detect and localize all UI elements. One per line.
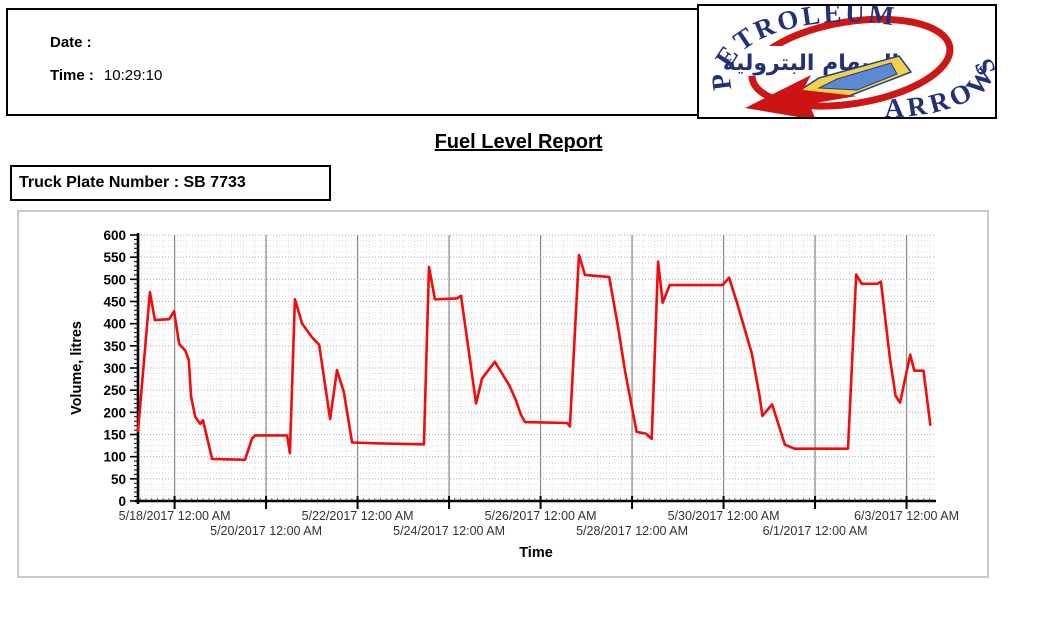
svg-text:5/20/2017 12:00 AM: 5/20/2017 12:00 AM	[210, 524, 322, 538]
time-label: Time :	[50, 67, 94, 84]
time-row: Time : 10:29:10	[50, 67, 162, 84]
svg-text:150: 150	[103, 428, 126, 443]
svg-text:5/18/2017 12:00 AM: 5/18/2017 12:00 AM	[119, 509, 231, 523]
company-logo: PETROLEUM ARROWS السهام البترولية	[697, 0, 999, 123]
svg-text:50: 50	[111, 472, 126, 487]
x-axis-title: Time	[519, 545, 553, 561]
svg-text:6/3/2017 12:00 AM: 6/3/2017 12:00 AM	[854, 509, 959, 523]
svg-text:450: 450	[103, 295, 126, 310]
svg-text:5/28/2017 12:00 AM: 5/28/2017 12:00 AM	[576, 524, 688, 538]
svg-text:100: 100	[103, 450, 126, 465]
fuel-level-chart: 0 50 100 150 200 250 300 350 400 450 500 550 600 5/18…	[17, 210, 989, 578]
logo-ring	[748, 15, 954, 110]
truck-plate-box: Truck Plate Number : SB 7733	[10, 165, 331, 201]
page-title: Fuel Level Report	[434, 131, 603, 153]
svg-text:500: 500	[103, 272, 126, 287]
fuel-level-line-chart: 0 50 100 150 200 250 300 350 400 450 500 550 600 5/18…	[69, 228, 959, 561]
petroleum-arrows-logo-icon: PETROLEUM ARROWS السهام البترولية	[705, 0, 999, 123]
logo-arrow-icon	[745, 55, 913, 120]
svg-text:5/30/2017 12:00 AM: 5/30/2017 12:00 AM	[668, 509, 780, 523]
svg-text:550: 550	[103, 250, 126, 265]
svg-text:5/26/2017 12:00 AM: 5/26/2017 12:00 AM	[485, 509, 597, 523]
svg-text:200: 200	[103, 405, 126, 420]
svg-text:300: 300	[103, 361, 126, 376]
time-value: 10:29:10	[103, 67, 163, 84]
svg-text:5/22/2017 12:00 AM: 5/22/2017 12:00 AM	[302, 509, 414, 523]
date-row: Date :	[50, 34, 102, 51]
svg-text:250: 250	[103, 383, 126, 398]
truck-plate-label: Truck Plate Number : SB 7733	[19, 174, 246, 191]
y-axis-title: Volume, litres	[69, 321, 85, 415]
svg-text:350: 350	[103, 339, 126, 354]
svg-text:400: 400	[103, 317, 126, 332]
svg-text:6/1/2017 12:00 AM: 6/1/2017 12:00 AM	[763, 524, 868, 538]
svg-text:5/24/2017 12:00 AM: 5/24/2017 12:00 AM	[393, 524, 505, 538]
svg-text:600: 600	[103, 228, 126, 243]
svg-text:0: 0	[118, 494, 126, 509]
date-label: Date :	[50, 34, 92, 51]
